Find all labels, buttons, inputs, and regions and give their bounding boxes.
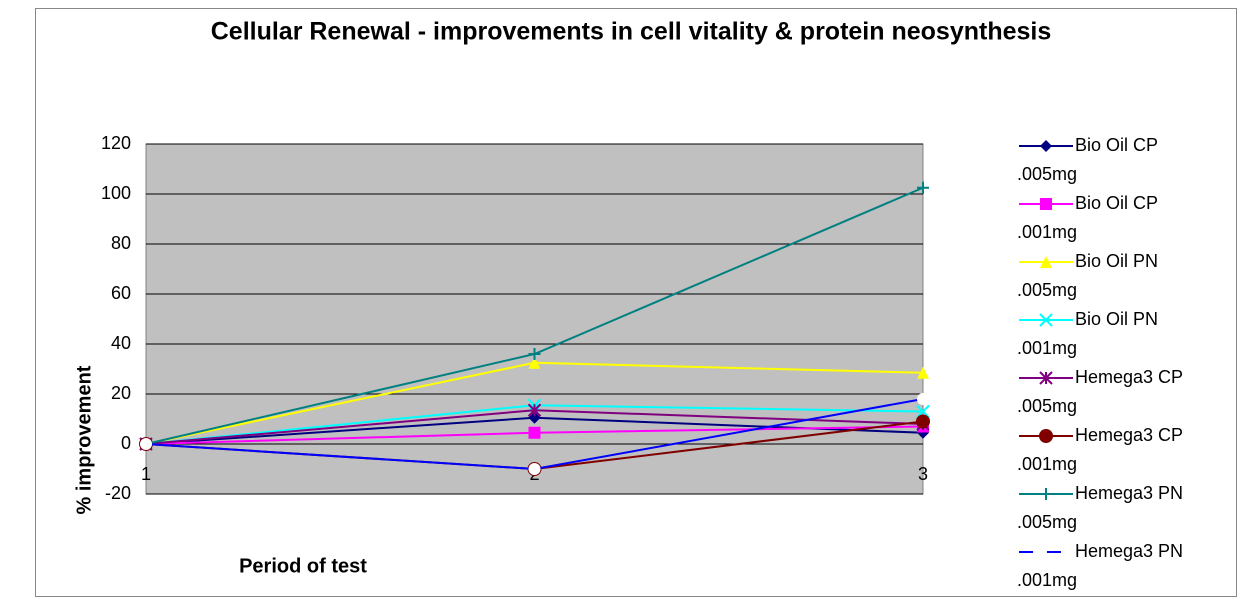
legend-label: Hemega3 PN .001mg	[1017, 541, 1184, 590]
marker	[528, 348, 541, 360]
x-axis-label: Period of test	[239, 555, 367, 577]
marker	[1040, 488, 1052, 501]
legend-entry: Bio Oil PN .005mg	[1017, 247, 1197, 305]
legend-swatch	[1019, 313, 1073, 327]
x-tick-label: 1	[141, 464, 151, 484]
legend-entry: Hemega3 PN .001mg	[1017, 537, 1197, 595]
marker	[916, 404, 930, 419]
y-tick-label: -20	[105, 483, 131, 503]
legend: Bio Oil CP .005mg Bio Oil CP .001mg Bio Oi…	[1017, 131, 1197, 595]
marker	[527, 403, 542, 417]
legend-entry: Bio Oil PN .001mg	[1017, 305, 1197, 363]
marker	[528, 426, 541, 439]
marker	[140, 438, 152, 450]
legend-swatch	[1019, 488, 1073, 501]
series	[140, 393, 929, 475]
legend-swatch	[1019, 551, 1073, 554]
marker	[1040, 140, 1052, 153]
chart-title: Cellular Renewal - improvements in cell …	[211, 18, 1052, 46]
marker	[917, 393, 929, 405]
marker	[528, 356, 541, 369]
marker	[1039, 429, 1053, 444]
y-tick-label: 60	[111, 283, 131, 303]
legend-entry: Hemega3 CP .005mg	[1017, 363, 1197, 421]
legend-label: Hemega3 CP .005mg	[1017, 367, 1183, 416]
legend-entry: Bio Oil CP .001mg	[1017, 189, 1197, 247]
marker	[528, 411, 541, 424]
y-tick-label: 120	[101, 133, 131, 153]
legend-entry: Bio Oil CP .005mg	[1017, 131, 1197, 189]
legend-label: Bio Oil CP .001mg	[1017, 193, 1158, 242]
legend-label: Hemega3 CP .001mg	[1017, 425, 1183, 474]
marker	[528, 463, 541, 475]
legend-label: Bio Oil PN .001mg	[1017, 309, 1159, 358]
legend-swatch	[1019, 140, 1073, 153]
y-tick-label: 20	[111, 383, 131, 403]
legend-label: Bio Oil PN .005mg	[1017, 251, 1159, 300]
legend-swatch	[1019, 198, 1073, 211]
legend-label: Hemega3 PN .005mg	[1017, 483, 1184, 532]
x-tick-label: 3	[918, 464, 928, 484]
y-tick-label: 80	[111, 233, 131, 253]
marker	[1040, 198, 1052, 211]
marker	[917, 366, 929, 379]
legend-swatch	[1019, 256, 1073, 269]
y-tick-label: 100	[101, 183, 131, 203]
legend-swatch	[1019, 371, 1073, 385]
marker	[917, 181, 929, 194]
y-tick-label: 40	[111, 333, 131, 353]
marker	[1039, 313, 1053, 327]
legend-swatch	[1019, 429, 1073, 444]
y-tick-label: 0	[121, 433, 131, 453]
marker	[916, 414, 930, 429]
legend-label: Bio Oil CP .005mg	[1017, 135, 1158, 184]
y-axis-label: % improvement	[73, 365, 95, 514]
legend-entry: Hemega3 PN .005mg	[1017, 479, 1197, 537]
marker	[1039, 371, 1053, 385]
legend-entry: Hemega3 CP .001mg	[1017, 421, 1197, 479]
marker	[1040, 256, 1052, 269]
